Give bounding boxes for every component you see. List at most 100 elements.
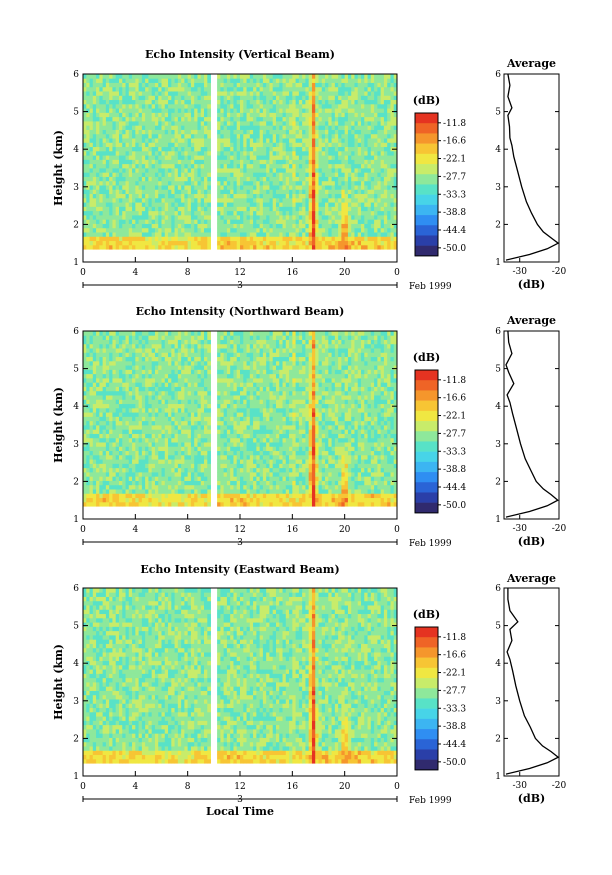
heatmap-cell xyxy=(220,185,225,190)
heatmap-cell xyxy=(99,386,104,392)
heatmap-cell xyxy=(154,437,159,443)
heatmap-cell xyxy=(207,168,211,173)
heatmap-cell xyxy=(370,86,375,92)
heatmap-cell xyxy=(334,219,339,224)
heatmap-cell xyxy=(181,133,185,139)
heatmap-cell xyxy=(292,159,297,165)
heatmap-cell xyxy=(89,339,94,345)
heatmap-cell xyxy=(249,223,254,229)
heatmap-cell xyxy=(321,129,326,135)
heatmap-cell xyxy=(374,129,378,135)
heatmap-cell xyxy=(151,463,156,469)
heatmap-cell xyxy=(109,138,113,143)
heatmap-cell xyxy=(217,91,221,96)
heatmap-cell xyxy=(328,210,332,216)
heatmap-cell xyxy=(305,116,310,122)
heatmap-cell xyxy=(282,146,287,152)
profile-title: Average xyxy=(506,57,556,70)
heatmap-cell xyxy=(243,202,247,207)
heatmap-cell xyxy=(102,343,107,349)
heatmap-cell xyxy=(298,78,303,83)
heatmap-cell xyxy=(151,210,156,216)
heatmap-cell xyxy=(158,78,162,83)
heatmap-cell xyxy=(177,172,182,177)
heatmap-cell xyxy=(102,450,107,456)
heatmap-cell xyxy=(138,155,143,160)
heatmap-cell xyxy=(243,232,247,237)
heatmap-cell xyxy=(298,189,303,195)
heatmap-cell xyxy=(295,129,300,135)
heatmap-cell xyxy=(328,112,332,118)
heatmap-cell xyxy=(298,150,303,156)
heatmap-cell xyxy=(92,103,97,109)
heatmap-cell xyxy=(334,150,339,156)
heatmap-cell xyxy=(148,168,153,173)
heatmap-cell xyxy=(233,232,238,237)
heatmap-cell xyxy=(223,236,228,242)
heatmap-cell xyxy=(99,501,104,507)
heatmap-cell xyxy=(302,172,306,177)
heatmap-cell xyxy=(272,138,277,143)
heatmap-cell xyxy=(92,91,97,96)
heatmap-cell xyxy=(393,133,398,139)
heatmap-cell xyxy=(344,91,349,96)
heatmap-cell xyxy=(220,112,225,118)
heatmap-cell xyxy=(361,223,365,229)
heatmap-cell xyxy=(109,168,113,173)
heatmap-cell xyxy=(318,129,323,135)
heatmap-cell xyxy=(194,193,198,199)
heatmap-cell xyxy=(289,125,293,130)
heatmap-cell xyxy=(164,463,169,469)
heatmap-cell xyxy=(122,437,126,443)
heatmap-cell xyxy=(125,99,130,105)
heatmap-cell xyxy=(138,108,143,113)
heatmap-cell xyxy=(347,155,352,160)
heatmap-cell xyxy=(99,459,104,464)
heatmap-cell xyxy=(99,185,104,190)
heatmap-cell xyxy=(168,108,172,113)
heatmap-cell xyxy=(370,219,375,224)
heatmap-cell xyxy=(102,129,107,135)
heatmap-cell xyxy=(109,425,113,430)
heatmap-cell xyxy=(138,193,143,199)
heatmap-cell xyxy=(99,416,104,422)
heatmap-cell xyxy=(154,356,159,362)
heatmap-cell xyxy=(285,168,290,173)
heatmap-cell xyxy=(285,159,290,165)
heatmap-cell xyxy=(374,86,378,92)
heatmap-cell xyxy=(292,78,297,83)
heatmap-cell xyxy=(184,197,189,203)
heatmap-cell xyxy=(351,138,355,143)
heatmap-cell xyxy=(285,150,290,156)
heatmap-cell xyxy=(141,116,146,122)
heatmap-cell xyxy=(96,454,100,460)
heatmap-cell xyxy=(105,437,110,443)
heatmap-cell xyxy=(112,125,117,130)
heatmap-cell xyxy=(236,244,241,250)
heatmap-cell xyxy=(112,463,117,469)
heatmap-cell xyxy=(230,142,234,148)
heatmap-cell xyxy=(341,159,346,165)
heatmap-cell xyxy=(158,403,162,409)
heatmap-cell xyxy=(118,244,123,250)
heatmap-cell xyxy=(253,99,257,105)
heatmap-cell xyxy=(344,116,349,122)
heatmap-cell xyxy=(96,146,100,152)
heatmap-cell xyxy=(305,185,310,190)
heatmap-cell xyxy=(154,129,159,135)
heatmap-cell xyxy=(249,206,254,212)
heatmap-cell xyxy=(354,197,359,203)
colorbar-tick-label: -33.3 xyxy=(443,190,466,200)
heatmap-cell xyxy=(230,82,234,88)
heatmap-cell xyxy=(233,129,238,135)
heatmap-cell xyxy=(311,86,316,92)
heatmap-cell xyxy=(158,395,162,400)
heatmap-cell xyxy=(122,433,126,439)
heatmap-cell xyxy=(99,150,104,156)
heatmap-cell xyxy=(220,206,225,212)
heatmap-cell xyxy=(200,91,205,96)
heatmap-cell xyxy=(194,197,198,203)
heatmap-cell xyxy=(118,163,123,169)
heatmap-cell xyxy=(331,240,336,246)
heatmap-cell xyxy=(331,232,336,237)
